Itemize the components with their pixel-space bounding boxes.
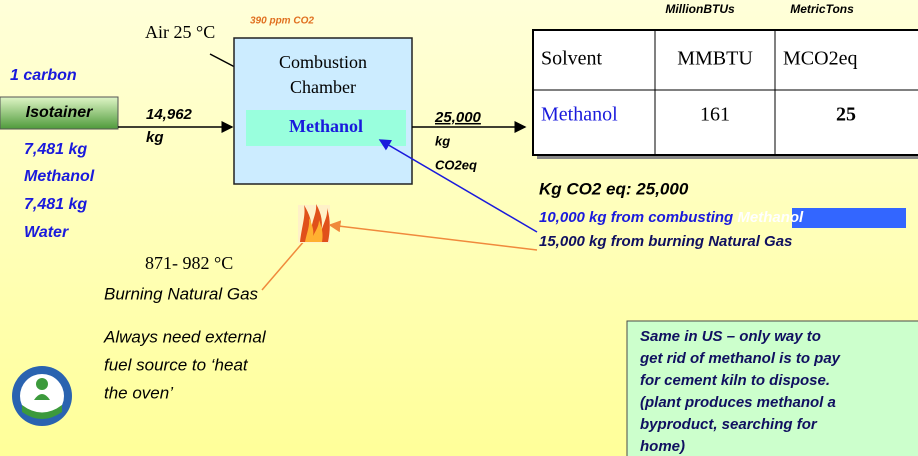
summary-total: Kg CO2 eq: 25,000: [539, 179, 689, 198]
isotainer-box: [0, 96, 119, 130]
table-cell: 161: [700, 104, 730, 126]
content-line: 7,481 kg: [24, 196, 87, 213]
content-line: Water: [24, 224, 69, 241]
table-cell: Methanol: [541, 104, 618, 126]
heat-note: Always need external: [103, 327, 267, 346]
table-header: MCO2eq: [783, 48, 857, 70]
callout-line: for cement kiln to dispose.: [640, 372, 830, 389]
callout-line: (plant produces methanol a: [640, 394, 836, 411]
content-line: Methanol: [24, 168, 95, 185]
flame-icon: [298, 204, 330, 243]
isotainer-label: Isotainer: [26, 104, 93, 121]
callout-line: byproduct, searching for: [640, 416, 818, 433]
chamber-solvent: Methanol: [289, 116, 363, 136]
heat-line: [261, 239, 306, 291]
summary-line: 10,000 kg from combusting Methanol: [539, 209, 804, 226]
epa-logo: [12, 366, 72, 426]
summary-line: 15,000 kg from burning Natural Gas: [539, 233, 792, 250]
input-unit: kg: [146, 129, 164, 146]
heat-note: fuel source to ‘heat: [104, 355, 249, 374]
unit-label: MetricTons: [790, 2, 854, 16]
output-amount: 25,000: [434, 109, 482, 126]
summary-highlight: Methanol: [737, 209, 804, 226]
air-label: Air 25 °C: [145, 22, 215, 42]
highlight: [792, 208, 906, 228]
output-unit: CO2eq: [435, 157, 477, 172]
methanol-arrow: [378, 139, 538, 233]
callout-line: home): [640, 438, 685, 455]
unit-label: MillionBTUs: [665, 2, 735, 16]
table: [532, 29, 918, 156]
input-amount: 14,962: [146, 106, 193, 123]
callout-line: get rid of methanol is to pay: [639, 350, 841, 367]
heat-label: Burning Natural Gas: [104, 284, 259, 303]
callout-box: [626, 320, 918, 456]
gas-arrow: [328, 220, 538, 251]
temperature: 871- 982 °C: [145, 253, 233, 273]
source-line: 1 carbon: [10, 67, 77, 84]
summary-text: 10,000 kg from combusting: [539, 209, 737, 226]
table-header: Solvent: [541, 48, 603, 70]
chamber-title: Combustion: [279, 52, 367, 72]
output-unit: kg: [435, 133, 450, 148]
table-header: MMBTU: [677, 48, 753, 70]
table-cell: 25: [836, 104, 856, 126]
callout-line: Same in US – only way to: [640, 328, 821, 345]
heat-note: the oven’: [104, 383, 173, 402]
chamber-title: Chamber: [290, 77, 356, 97]
content-line: 7,481 kg: [24, 141, 87, 158]
air-note: 390 ppm CO2: [250, 16, 314, 27]
